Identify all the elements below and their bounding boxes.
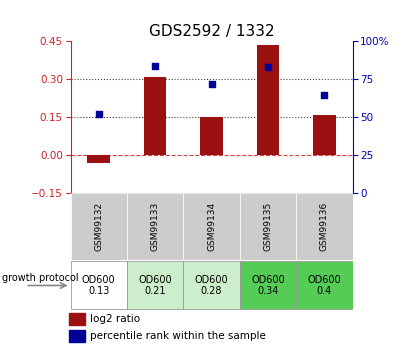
Text: OD600
0.13: OD600 0.13 — [82, 275, 116, 296]
Text: GSM99133: GSM99133 — [151, 202, 160, 252]
Point — [152, 63, 158, 68]
Point — [208, 81, 215, 87]
Text: percentile rank within the sample: percentile rank within the sample — [90, 331, 266, 341]
Bar — [313, 115, 336, 155]
Text: OD600
0.21: OD600 0.21 — [138, 275, 172, 296]
Text: GSM99135: GSM99135 — [264, 202, 272, 252]
Bar — [240, 262, 296, 309]
Text: GSM99132: GSM99132 — [94, 202, 103, 252]
Bar — [240, 193, 296, 260]
Text: OD600
0.28: OD600 0.28 — [195, 275, 229, 296]
Bar — [127, 193, 183, 260]
Bar — [69, 330, 85, 342]
Text: OD600
0.4: OD600 0.4 — [307, 275, 341, 296]
Bar — [144, 77, 166, 155]
Text: growth protocol: growth protocol — [2, 273, 79, 283]
Text: OD600
0.34: OD600 0.34 — [251, 275, 285, 296]
Bar — [71, 193, 127, 260]
Point — [96, 111, 102, 117]
Text: GSM99136: GSM99136 — [320, 202, 329, 252]
Bar — [69, 313, 85, 325]
Text: log2 ratio: log2 ratio — [90, 314, 140, 324]
Bar — [257, 45, 279, 155]
Bar — [200, 117, 223, 155]
Bar — [183, 262, 240, 309]
Bar — [127, 262, 183, 309]
Bar — [183, 193, 240, 260]
Title: GDS2592 / 1332: GDS2592 / 1332 — [149, 24, 274, 39]
Bar — [71, 262, 127, 309]
Bar — [296, 262, 353, 309]
Bar — [296, 193, 353, 260]
Point — [321, 92, 328, 97]
Text: GSM99134: GSM99134 — [207, 202, 216, 252]
Point — [265, 65, 271, 70]
Bar — [87, 155, 110, 163]
